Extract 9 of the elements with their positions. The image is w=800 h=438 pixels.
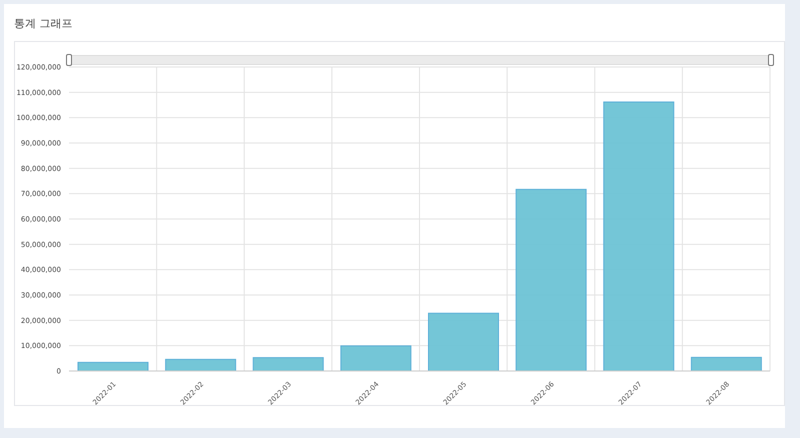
bar [428,312,499,371]
bar [516,188,587,371]
bar [78,362,148,371]
bar [252,357,324,371]
bar [340,345,412,371]
chart-title: 통계 그래프 [14,16,72,31]
bar [165,358,236,371]
bar [690,356,762,371]
bar [603,101,674,371]
